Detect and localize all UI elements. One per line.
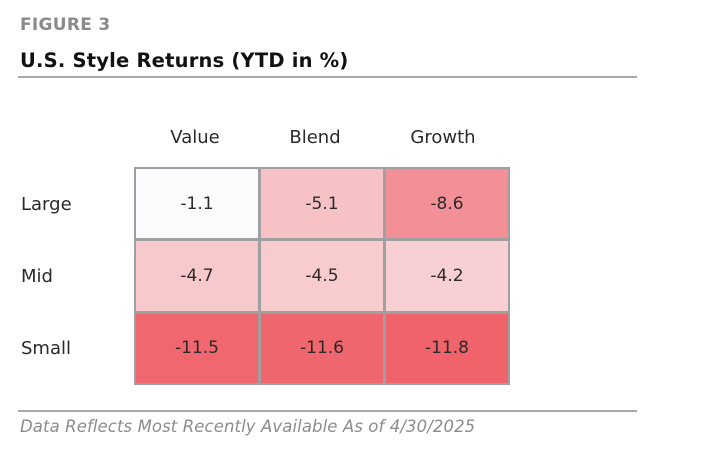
column-header-blend: Blend (289, 127, 341, 148)
footnote: Data Reflects Most Recently Available As… (20, 417, 476, 436)
chart-title: U.S. Style Returns (YTD in %) (20, 49, 349, 72)
row-header-small: Small (21, 338, 71, 359)
heatmap-cell-large-blend: -5.1 (261, 169, 383, 239)
top-divider (18, 76, 637, 78)
heatmap-cell-mid-growth: -4.2 (386, 241, 508, 311)
row-header-mid: Mid (21, 266, 53, 287)
heatmap-cell-large-growth: -8.6 (386, 169, 508, 239)
column-header-growth: Growth (410, 127, 476, 148)
row-header-large: Large (21, 194, 72, 215)
heatmap-cell-small-value: -11.5 (136, 313, 258, 383)
figure-label: FIGURE 3 (20, 15, 111, 35)
heatmap-cell-small-growth: -11.8 (386, 313, 508, 383)
bottom-divider (18, 410, 637, 412)
column-header-value: Value (170, 127, 220, 148)
heatmap-cell-small-blend: -11.6 (261, 313, 383, 383)
heatmap-cell-large-value: -1.1 (136, 169, 258, 239)
heatmap-grid: -1.1 -5.1 -8.6 -4.7 -4.5 -4.2 -11.5 -11.6 -11.8 (134, 167, 510, 385)
heatmap-cell-mid-blend: -4.5 (261, 241, 383, 311)
heatmap-cell-mid-value: -4.7 (136, 241, 258, 311)
